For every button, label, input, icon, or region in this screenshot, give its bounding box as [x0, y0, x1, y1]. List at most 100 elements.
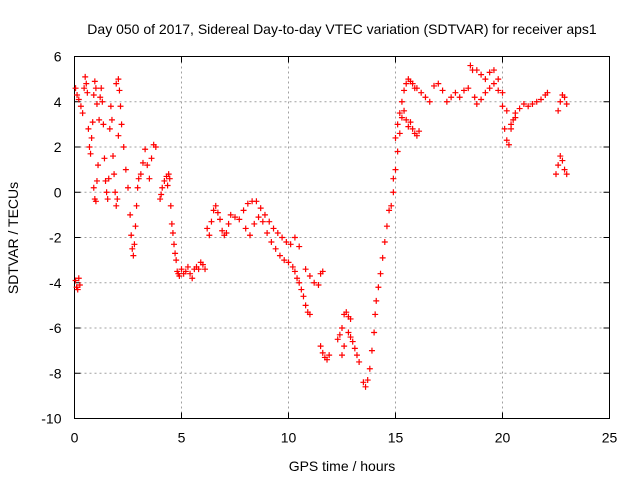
- data-point: [159, 184, 166, 191]
- data-point: [413, 85, 420, 92]
- data-point: [473, 101, 480, 108]
- data-point: [371, 329, 378, 336]
- data-point: [302, 266, 309, 273]
- data-point: [388, 202, 395, 209]
- data-point: [164, 182, 171, 189]
- data-point: [283, 239, 290, 246]
- data-point: [113, 80, 120, 87]
- y-tick-label: 2: [54, 139, 62, 155]
- data-point: [167, 202, 174, 209]
- data-point: [544, 89, 551, 96]
- data-point: [368, 347, 375, 354]
- data-point: [345, 329, 352, 336]
- data-point: [426, 98, 433, 105]
- data-point: [394, 121, 401, 128]
- data-point: [396, 110, 403, 117]
- data-point: [413, 132, 420, 139]
- data-point: [146, 175, 153, 182]
- data-point: [452, 89, 459, 96]
- data-point: [166, 175, 173, 182]
- data-point: [102, 177, 109, 184]
- y-tick-label: -10: [41, 411, 61, 427]
- data-point: [195, 266, 202, 273]
- data-point: [503, 137, 510, 144]
- data-point: [240, 207, 247, 214]
- data-point: [128, 232, 135, 239]
- y-tick-label: -8: [49, 365, 62, 381]
- data-point: [270, 225, 277, 232]
- data-point: [416, 128, 423, 135]
- data-point: [516, 105, 523, 112]
- data-point: [401, 87, 408, 94]
- grid: [74, 56, 610, 419]
- data-point: [187, 270, 194, 277]
- data-point: [538, 96, 545, 103]
- data-point: [168, 220, 175, 227]
- data-point: [471, 94, 478, 101]
- data-point: [232, 214, 238, 221]
- data-point: [75, 96, 82, 103]
- data-point: [225, 220, 232, 227]
- data-point: [91, 78, 98, 85]
- data-point: [490, 67, 497, 74]
- data-point: [490, 80, 497, 87]
- data-point: [465, 85, 472, 92]
- data-point: [294, 275, 301, 282]
- data-point: [99, 98, 106, 105]
- data-point: [96, 116, 103, 123]
- data-point: [81, 85, 88, 92]
- data-point: [217, 216, 224, 223]
- data-point: [118, 121, 125, 128]
- x-tick-label: 0: [71, 430, 79, 446]
- data-point: [347, 315, 354, 322]
- data-point: [375, 284, 382, 291]
- data-point: [110, 153, 117, 160]
- data-point: [111, 171, 118, 178]
- data-point: [171, 241, 178, 248]
- data-point: [300, 293, 307, 300]
- data-point: [381, 239, 388, 246]
- data-point: [383, 223, 390, 230]
- data-point: [306, 311, 313, 318]
- data-point: [182, 268, 189, 275]
- data-point: [339, 325, 345, 331]
- data-point: [403, 80, 410, 87]
- data-point: [362, 383, 369, 390]
- data-point: [79, 110, 86, 117]
- data-point: [90, 184, 97, 191]
- data-point: [133, 202, 140, 209]
- data-point: [88, 134, 95, 141]
- data-point: [165, 171, 172, 178]
- data-point: [379, 254, 386, 261]
- data-point: [259, 218, 266, 225]
- data-point: [72, 85, 79, 92]
- data-point: [257, 205, 264, 212]
- data-point: [561, 94, 568, 101]
- data-point: [326, 352, 333, 359]
- data-point: [101, 155, 108, 162]
- data-point: [392, 134, 399, 141]
- data-point: [364, 377, 371, 384]
- data-point: [202, 266, 209, 273]
- data-point: [372, 311, 379, 318]
- data-point: [508, 121, 515, 128]
- data-point: [130, 252, 137, 259]
- data-point: [529, 101, 536, 108]
- data-point: [467, 62, 474, 69]
- data-point: [298, 286, 305, 293]
- data-point: [495, 87, 502, 94]
- data-point: [431, 82, 438, 89]
- data-point: [285, 259, 292, 266]
- data-point: [105, 175, 112, 182]
- data-point: [122, 166, 129, 173]
- data-point: [93, 177, 100, 184]
- data-point: [486, 85, 493, 92]
- data-point: [86, 144, 93, 150]
- data-point: [512, 114, 519, 121]
- data-point: [113, 202, 120, 209]
- data-point: [473, 67, 480, 74]
- data-point: [89, 119, 96, 126]
- data-point: [244, 200, 251, 207]
- data-point: [125, 184, 131, 191]
- data-point: [351, 345, 358, 352]
